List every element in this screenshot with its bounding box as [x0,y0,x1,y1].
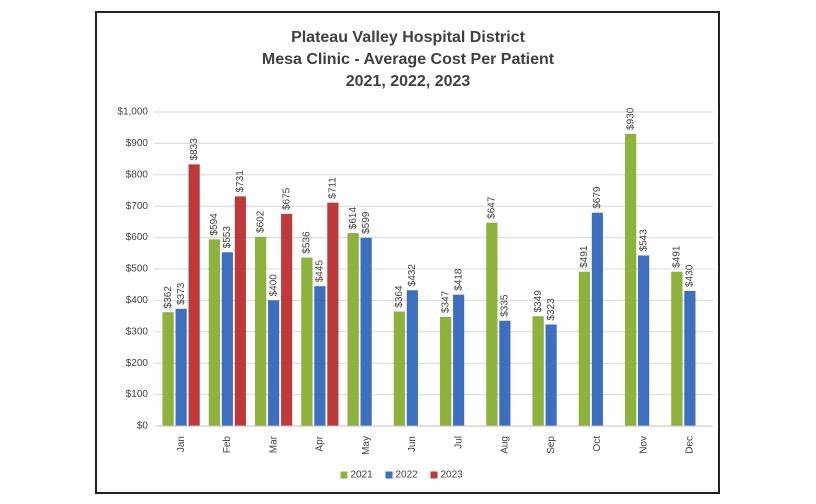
y-tick-label: $900 [126,138,149,149]
y-tick-label: $500 [126,264,149,275]
value-label: $594 [209,213,220,236]
x-tick-label: May [361,436,372,455]
value-label: $711 [328,177,339,199]
x-tick-label: Dec [685,436,696,454]
x-tick-label: Feb [222,436,233,454]
bar [360,237,372,427]
value-label: $364 [394,285,405,308]
value-label: $647 [487,196,498,219]
bar [208,239,221,427]
value-label: $418 [453,268,464,291]
y-tick-label: $0 [137,421,149,432]
x-tick-label: Jun [407,436,418,452]
x-tick-label: Apr [315,435,326,451]
x-tick-label: Jan [176,436,187,452]
x-tick-label: Aug [500,436,511,454]
y-tick-label: $800 [126,169,149,180]
legend-label: 2022 [396,470,419,481]
bar [393,311,406,427]
y-tick-label: $100 [126,389,149,400]
value-label: $430 [685,264,696,287]
x-tick-label: Jul [453,436,464,449]
bar [532,316,544,427]
value-label: $400 [268,274,279,297]
bar [347,232,359,427]
legend-swatch [430,471,438,479]
value-label: $930 [625,107,636,130]
value-label: $602 [255,210,266,233]
x-tick-label: Nov [638,436,649,454]
legend-label: 2021 [351,470,374,481]
y-tick-label: $1,000 [117,107,148,118]
y-tick-label: $200 [126,358,149,369]
chart-title: Plateau Valley Hospital District [291,29,526,46]
value-label: $614 [348,207,359,230]
value-label: $373 [176,282,187,305]
bar [406,290,419,427]
x-tick-label: Sep [546,436,557,454]
bar [327,202,339,427]
bar [175,308,187,427]
value-label: $536 [302,231,313,254]
value-label: $323 [546,298,557,321]
bar [301,257,313,427]
value-label: $543 [638,229,649,252]
chart-subtitle: 2021, 2022, 2023 [346,73,471,90]
value-label: $491 [672,245,683,268]
bar [671,271,683,427]
value-label: $599 [361,211,372,234]
chart-subtitle: Mesa Clinic - Average Cost Per Patient [262,51,555,68]
value-label: $553 [222,226,233,249]
bar [162,312,174,427]
x-tick-label: Oct [592,436,603,452]
value-label: $362 [163,286,174,309]
value-label: $679 [592,186,603,209]
value-label: $833 [189,138,200,161]
bar [578,271,591,427]
legend-swatch [385,471,393,479]
bar [499,320,511,427]
bar [188,164,200,427]
y-tick-label: $400 [126,295,149,306]
value-label: $335 [500,294,511,317]
bar [234,196,247,427]
legend-swatch [340,471,348,479]
y-tick-label: $700 [126,201,149,212]
bar [280,213,293,427]
bar [684,290,696,427]
bar [221,252,234,427]
value-label: $731 [235,170,246,193]
y-tick-label: $300 [126,326,149,337]
value-label: $347 [440,290,451,313]
bar [439,316,452,427]
bar [452,294,465,427]
bar [314,286,326,427]
value-label: $432 [407,264,418,287]
value-label: $349 [533,290,544,313]
bar [254,236,267,427]
value-label: $445 [315,260,326,283]
y-tick-label: $600 [126,232,149,243]
bar [591,212,604,427]
x-tick-label: Mar [268,435,279,453]
bar [267,300,280,427]
bar [545,324,557,427]
value-label: $675 [281,187,292,210]
legend-label: 2023 [441,470,464,481]
value-label: $491 [579,245,590,268]
bar [486,222,498,427]
bar [624,133,637,427]
bar [637,255,650,427]
